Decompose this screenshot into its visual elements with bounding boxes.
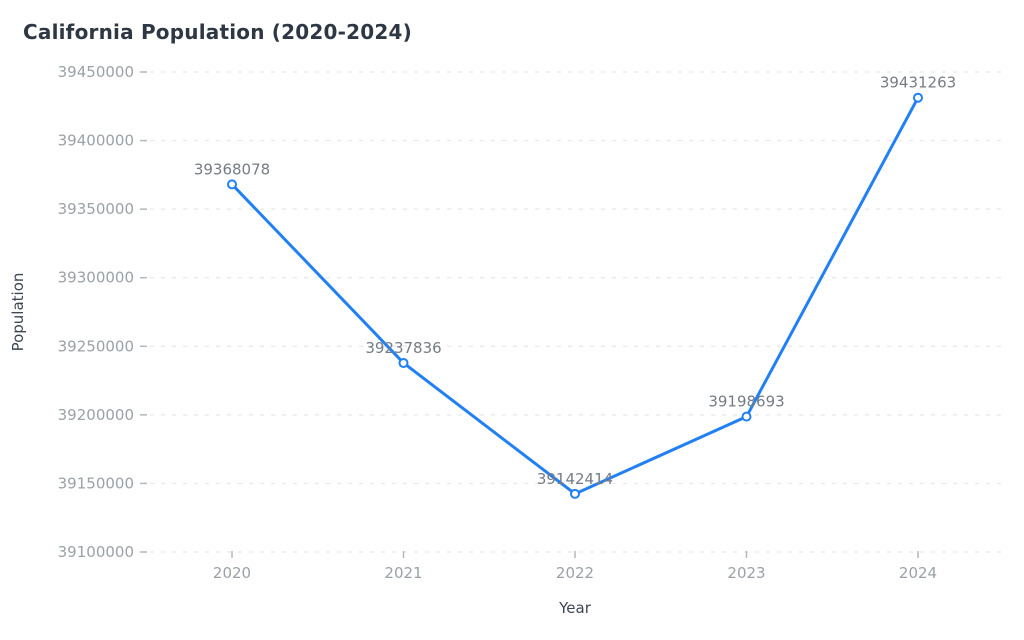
x-axis-tick-label: 2020: [213, 564, 251, 582]
data-point-marker: [227, 179, 237, 190]
data-point-label: 39431263: [880, 74, 956, 92]
data-point-marker: [741, 411, 752, 422]
data-point-marker: [913, 92, 923, 103]
data-point-label: 39368078: [194, 160, 270, 178]
x-axis-tick-label: 2021: [384, 564, 422, 582]
data-point-label: 39237836: [365, 339, 441, 357]
y-axis-tick-label: 39150000: [58, 474, 134, 492]
y-axis-tick-label: 39100000: [58, 543, 134, 561]
x-axis-tick-label: 2023: [727, 564, 765, 582]
x-axis-tick-label: 2022: [556, 564, 594, 582]
data-point-marker: [398, 357, 409, 368]
x-axis-tick-label: 2024: [899, 564, 937, 582]
x-axis-title: Year: [559, 599, 591, 617]
population-line: [230, 96, 920, 496]
y-axis-tick-label: 39350000: [58, 200, 134, 218]
y-axis-tick-label: 39200000: [58, 406, 134, 424]
chart-title: California Population (2020-2024): [23, 20, 412, 44]
y-axis-tick-label: 39250000: [58, 337, 134, 355]
data-point-label: 39142414: [537, 470, 613, 488]
y-axis-tick-label: 39400000: [58, 132, 134, 150]
y-axis-tick-label: 39450000: [58, 63, 134, 81]
data-point-marker: [570, 488, 580, 499]
data-point-label: 39198693: [708, 393, 784, 411]
y-axis-tick-label: 39300000: [58, 269, 134, 287]
